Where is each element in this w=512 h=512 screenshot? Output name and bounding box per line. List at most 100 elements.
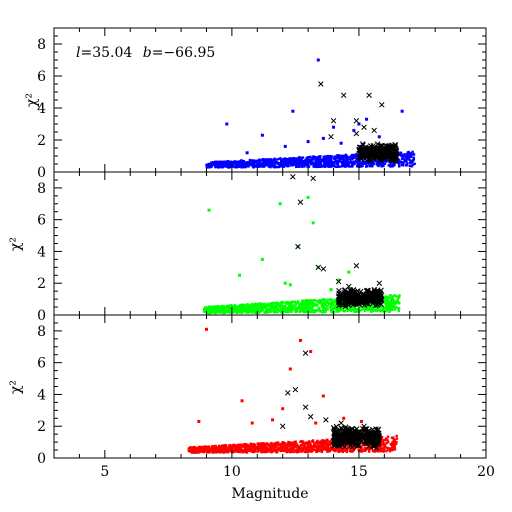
data-point (202, 446, 205, 450)
y-tick-label: 8 (37, 37, 46, 53)
data-point (302, 446, 306, 449)
data-point (221, 447, 224, 450)
data-point (319, 162, 322, 165)
data-point (281, 445, 284, 448)
data-point (227, 164, 231, 167)
data-point (283, 281, 287, 285)
data-point (394, 302, 397, 306)
cross-stroke (357, 299, 363, 305)
data-point (274, 310, 278, 313)
data-point (355, 156, 359, 159)
data-point (384, 446, 387, 449)
data-point (273, 447, 276, 451)
data-point (328, 159, 331, 162)
data-point (339, 141, 343, 145)
data-point (260, 165, 263, 168)
data-point (317, 156, 321, 160)
data-point (269, 158, 272, 161)
data-point (330, 160, 334, 163)
data-point (238, 273, 242, 277)
data-point (264, 303, 268, 306)
data-point (329, 165, 333, 168)
data-point (304, 445, 307, 449)
data-point (349, 159, 352, 162)
data-point (395, 434, 398, 438)
data-point (385, 441, 388, 445)
data-point (375, 161, 378, 164)
cross-stroke (376, 298, 382, 305)
y-tick-label: 6 (37, 213, 46, 229)
cross-marker (361, 124, 367, 130)
data-point (301, 165, 304, 168)
data-point (260, 442, 263, 445)
data-point (280, 307, 283, 310)
cross-marker (330, 118, 337, 124)
data-point (358, 309, 361, 312)
data-point (382, 309, 385, 312)
data-point (219, 163, 222, 166)
data-point (280, 304, 283, 307)
data-point (250, 163, 253, 167)
data-point (274, 444, 278, 448)
data-point (246, 444, 249, 448)
data-point (190, 448, 194, 451)
data-point (360, 308, 363, 312)
data-point (224, 165, 227, 168)
data-point (380, 159, 383, 162)
data-point (240, 443, 243, 446)
cross-marker (310, 175, 316, 182)
data-point (223, 444, 226, 447)
data-point (399, 151, 402, 154)
data-point (332, 125, 336, 129)
data-point (309, 447, 313, 450)
data-point (291, 159, 294, 163)
data-point (322, 158, 325, 162)
data-point (256, 450, 259, 453)
data-point (336, 164, 340, 167)
data-point (342, 158, 346, 161)
data-point (301, 447, 304, 451)
cross-stroke (363, 149, 369, 156)
data-point (382, 164, 385, 168)
data-point (410, 165, 413, 168)
data-point (411, 163, 414, 167)
data-point (219, 311, 223, 314)
data-point (320, 164, 323, 168)
data-point (269, 449, 273, 452)
data-point (389, 163, 392, 166)
data-point (268, 160, 272, 164)
data-point (290, 310, 293, 313)
data-point (224, 163, 227, 166)
data-point (233, 448, 236, 452)
data-point (290, 450, 293, 454)
data-point (303, 163, 306, 166)
panel-marks (202, 174, 401, 315)
data-point (307, 302, 311, 306)
data-point (301, 307, 304, 310)
data-point (311, 158, 314, 161)
data-point (288, 305, 291, 308)
data-point (315, 445, 318, 448)
data-point (266, 304, 270, 308)
cross-stroke (346, 290, 353, 296)
data-point (275, 303, 279, 307)
data-point (278, 157, 282, 160)
data-point (402, 158, 406, 161)
data-point (408, 153, 411, 156)
data-point (237, 310, 241, 313)
data-point (325, 160, 328, 164)
data-point (300, 160, 303, 163)
data-point (269, 304, 272, 307)
data-point (363, 448, 366, 451)
data-point (398, 302, 401, 305)
data-point (261, 448, 264, 451)
cross-stroke (356, 291, 362, 298)
cross-marker (335, 278, 342, 285)
cross-marker (366, 92, 372, 98)
data-point (406, 154, 410, 157)
data-point (218, 307, 221, 310)
data-point (389, 293, 392, 297)
data-point (257, 161, 261, 164)
data-point (260, 444, 263, 447)
